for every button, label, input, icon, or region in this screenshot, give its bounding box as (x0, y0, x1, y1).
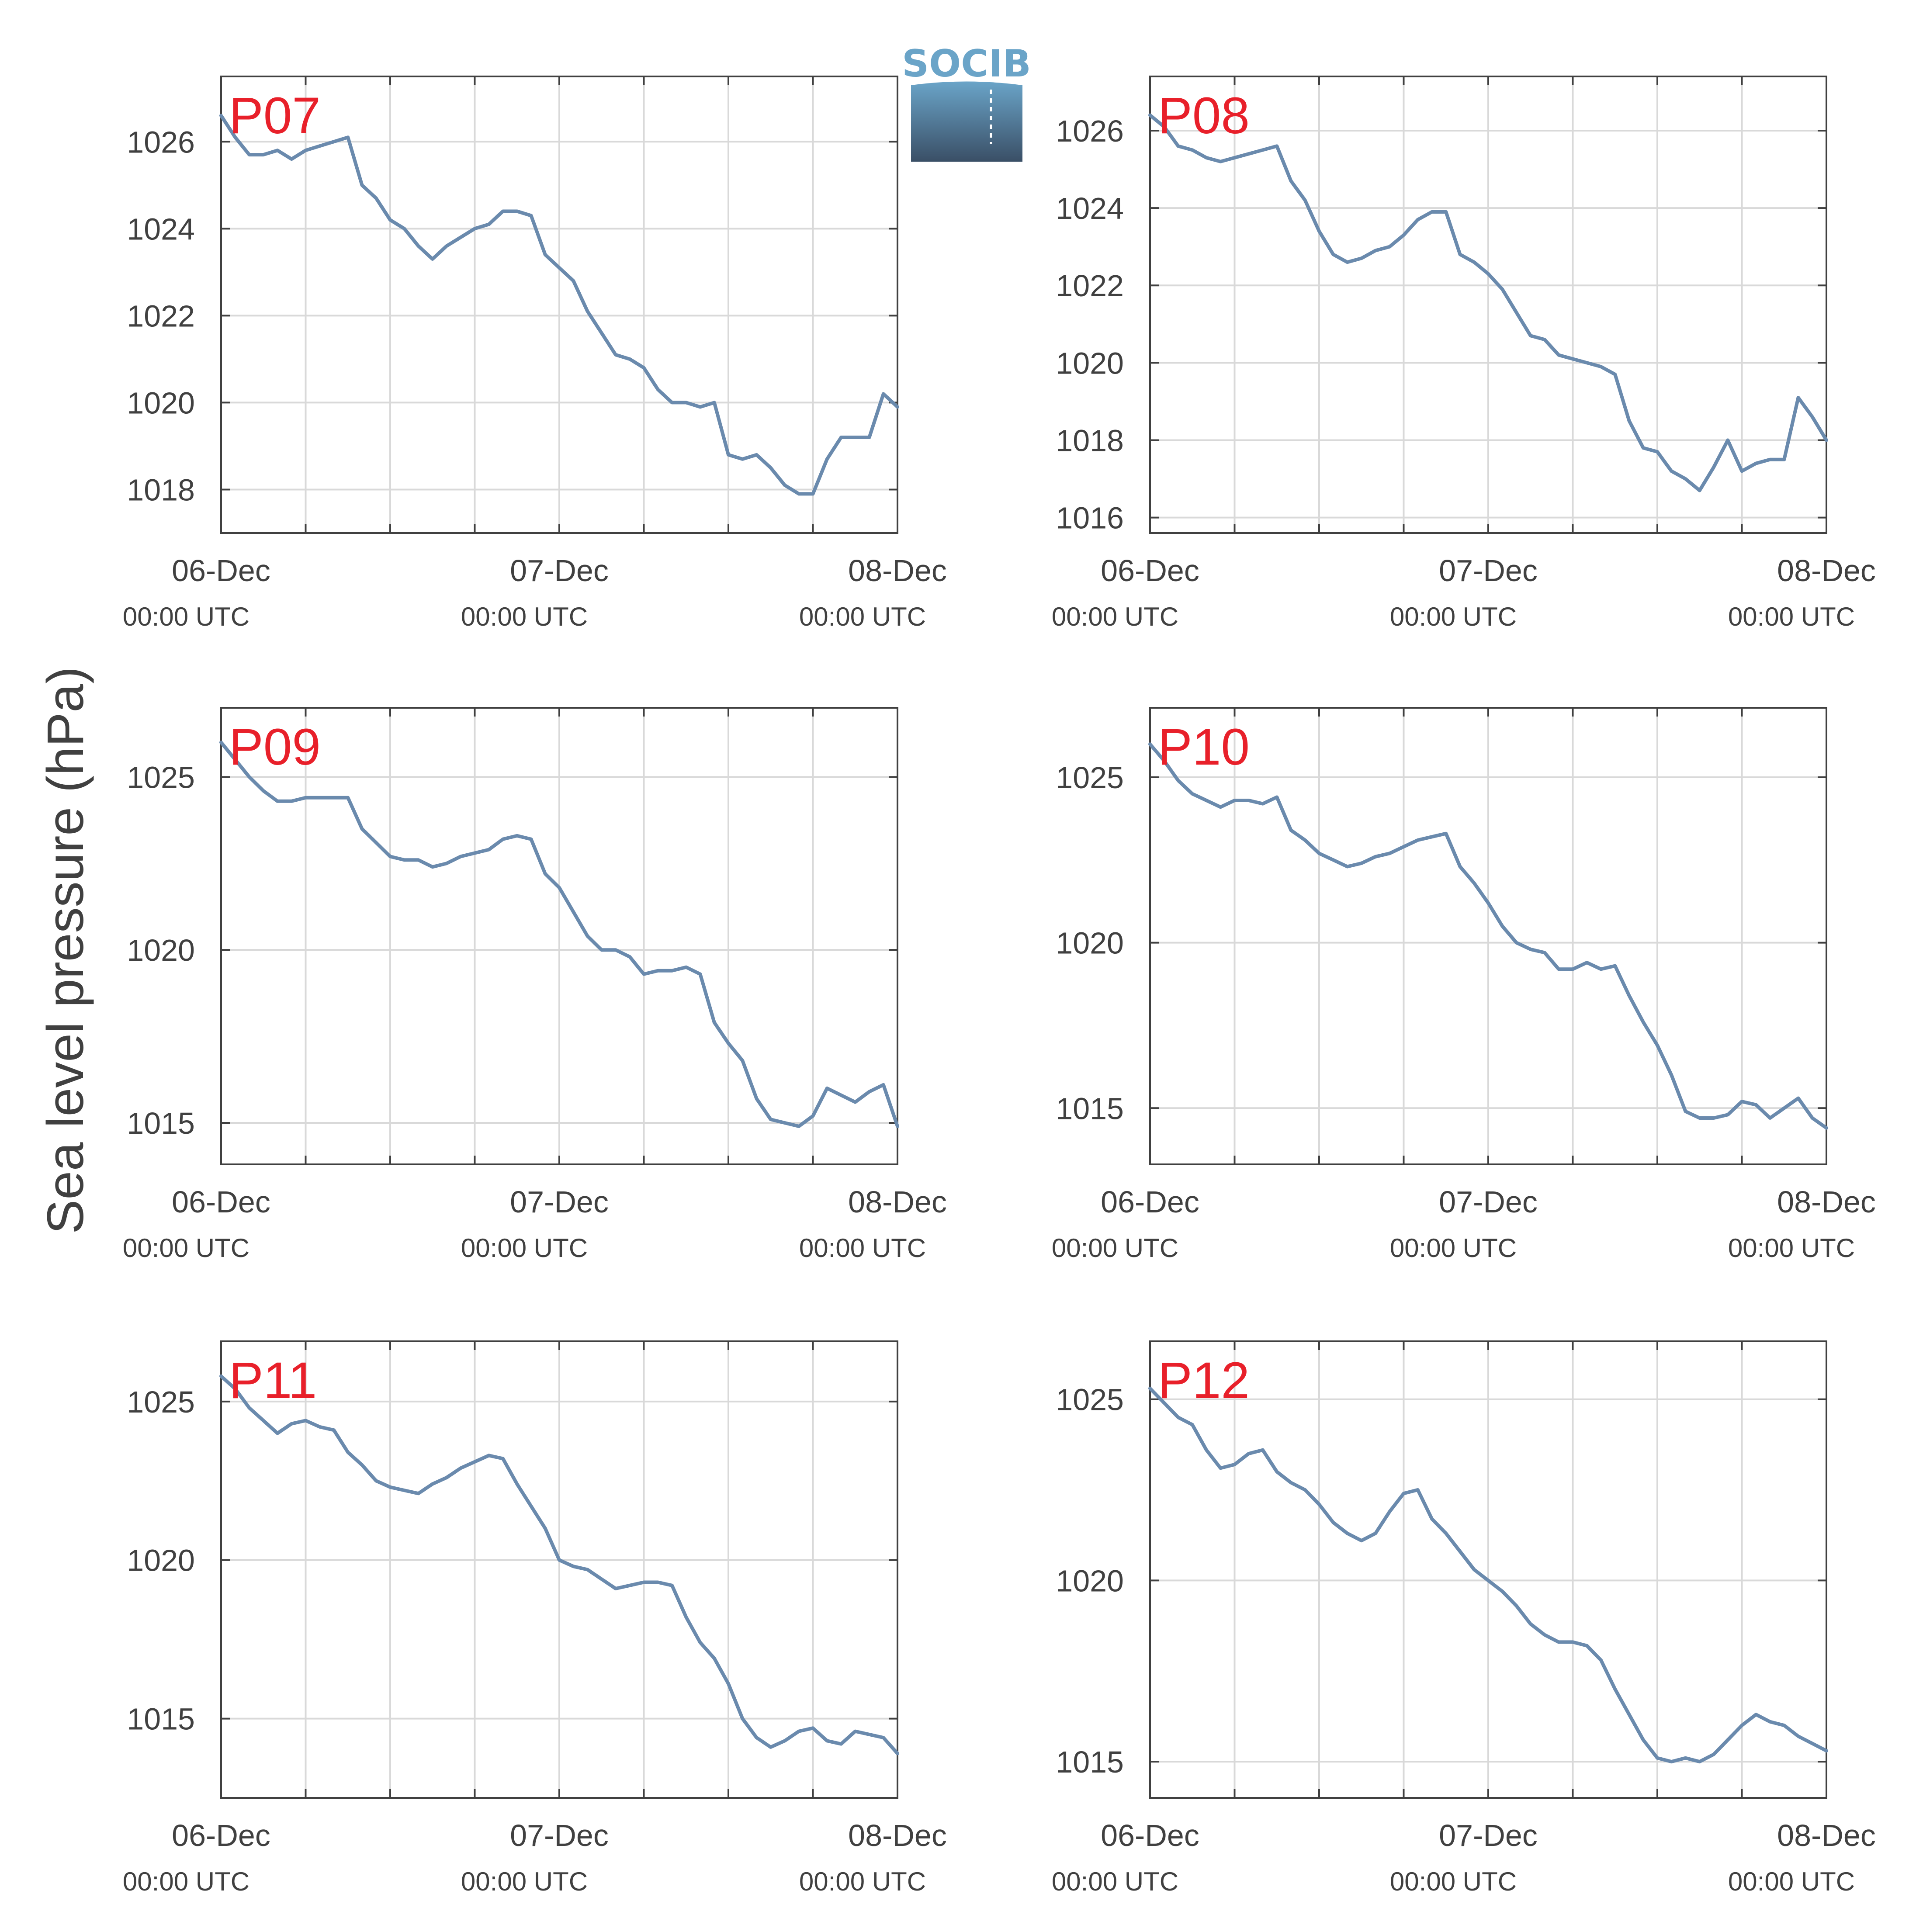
x-tick-label-time: 00:00 UTC (1390, 1233, 1517, 1263)
series-line-p10 (1148, 742, 1828, 1130)
y-tick-label: 1020 (127, 1544, 195, 1578)
series-line-p12 (1148, 1386, 1828, 1764)
x-tick-label-time: 00:00 UTC (461, 602, 588, 631)
y-tick-label: 1025 (127, 1385, 195, 1419)
socib-logo: SOCIB (902, 42, 1031, 162)
x-tick-label-time: 00:00 UTC (1728, 1233, 1855, 1263)
x-tick-label-date: 06-Dec (172, 1818, 270, 1852)
y-tick-label: 1020 (127, 933, 195, 967)
x-tick-label-date: 08-Dec (848, 1185, 947, 1219)
y-tick-label: 1020 (1056, 346, 1124, 380)
x-tick-label-time: 00:00 UTC (799, 1233, 926, 1263)
y-tick-label: 1015 (127, 1106, 195, 1140)
chart-panel-p07: 1018 1020 1022 1024 1026 06-Dec 00:00 UTC 07-De… (123, 76, 947, 631)
x-tick-label-date: 08-Dec (848, 554, 947, 588)
x-tick-label-date: 07-Dec (1439, 1185, 1538, 1219)
y-tick-label: 1015 (127, 1702, 195, 1736)
x-tick-label-date: 06-Dec (1101, 1818, 1199, 1852)
x-tick-label-time: 00:00 UTC (1052, 1867, 1178, 1896)
chart-panel-p10: 1015 1020 1025 06-Dec 00:00 UTC 07-Dec 00:00 U… (1052, 707, 1876, 1263)
chart-panel-p09: 1015 1020 1025 06-Dec 00:00 UTC 07-Dec 00:00 U… (123, 707, 947, 1263)
y-tick-label: 1018 (1056, 423, 1124, 457)
x-tick-label-date: 06-Dec (172, 1185, 270, 1219)
panel-label: P10 (1158, 718, 1250, 776)
logo-text: SOCIB (902, 42, 1031, 86)
x-tick-label-date: 08-Dec (1777, 554, 1876, 588)
x-tick-label-date: 07-Dec (1439, 1818, 1538, 1852)
y-tick-label: 1016 (1056, 501, 1124, 535)
x-tick-label-date: 07-Dec (510, 1185, 609, 1219)
x-tick-label-date: 07-Dec (510, 1818, 609, 1852)
y-tick-label: 1020 (127, 386, 195, 420)
x-tick-label-time: 00:00 UTC (1052, 1233, 1178, 1263)
x-tick-label-date: 06-Dec (1101, 554, 1199, 588)
x-tick-label-time: 00:00 UTC (461, 1867, 588, 1896)
panel-label: P11 (229, 1352, 317, 1409)
x-tick-label-date: 08-Dec (1777, 1818, 1876, 1852)
series-line-p11 (219, 1374, 899, 1755)
x-tick-label-time: 00:00 UTC (123, 1867, 249, 1896)
y-tick-label: 1026 (1056, 114, 1124, 148)
y-tick-label: 1025 (1056, 761, 1124, 795)
panel-label: P09 (229, 718, 321, 776)
x-tick-label-time: 00:00 UTC (1052, 602, 1178, 631)
x-tick-label-date: 06-Dec (172, 554, 270, 588)
x-tick-label-time: 00:00 UTC (799, 602, 926, 631)
panels: 1018 1020 1022 1024 1026 06-Dec 00:00 UTC 07-De… (123, 76, 1876, 1896)
y-tick-label: 1024 (127, 212, 195, 246)
x-tick-label-time: 00:00 UTC (1728, 602, 1855, 631)
y-tick-label: 1025 (1056, 1383, 1124, 1417)
x-tick-label-time: 00:00 UTC (461, 1233, 588, 1263)
x-tick-label-date: 07-Dec (510, 554, 609, 588)
x-tick-label-date: 07-Dec (1439, 554, 1538, 588)
y-tick-label: 1025 (127, 760, 195, 794)
y-tick-label: 1018 (127, 473, 195, 507)
x-tick-label-time: 00:00 UTC (1390, 602, 1517, 631)
panel-label: P12 (1158, 1352, 1250, 1409)
y-tick-label: 1020 (1056, 926, 1124, 960)
y-axis-label: Sea level pressure (hPa) (37, 667, 94, 1234)
chart-panel-p08: 1016 1018 1020 1022 1024 1026 06-Dec 00:00 UTC 0… (1052, 76, 1876, 631)
panel-label: P07 (229, 87, 321, 145)
x-tick-label-time: 00:00 UTC (1390, 1867, 1517, 1896)
y-tick-label: 1024 (1056, 191, 1124, 225)
x-tick-label-time: 00:00 UTC (123, 1233, 249, 1263)
chart-panel-p11: 1015 1020 1025 06-Dec 00:00 UTC 07-Dec 00:00 U… (123, 1340, 947, 1896)
x-tick-label-time: 00:00 UTC (1728, 1867, 1855, 1896)
series-line-p07 (219, 114, 899, 496)
x-tick-label-date: 06-Dec (1101, 1185, 1199, 1219)
chart-panel-p12: 1015 1020 1025 06-Dec 00:00 UTC 07-Dec 00:00 U… (1052, 1340, 1876, 1896)
panel-label: P08 (1158, 87, 1250, 145)
series-line-p09 (219, 741, 899, 1128)
y-tick-label: 1015 (1056, 1091, 1124, 1125)
y-tick-label: 1026 (127, 125, 195, 159)
y-tick-label: 1022 (1056, 269, 1124, 303)
x-tick-label-date: 08-Dec (848, 1818, 947, 1852)
x-tick-label-time: 00:00 UTC (123, 602, 249, 631)
x-tick-label-time: 00:00 UTC (799, 1867, 926, 1896)
logo-wave-block (911, 81, 1022, 162)
x-tick-label-date: 08-Dec (1777, 1185, 1876, 1219)
y-tick-label: 1020 (1056, 1564, 1124, 1598)
y-tick-label: 1015 (1056, 1745, 1124, 1779)
series-line-p08 (1148, 113, 1828, 492)
y-tick-label: 1022 (127, 299, 195, 333)
